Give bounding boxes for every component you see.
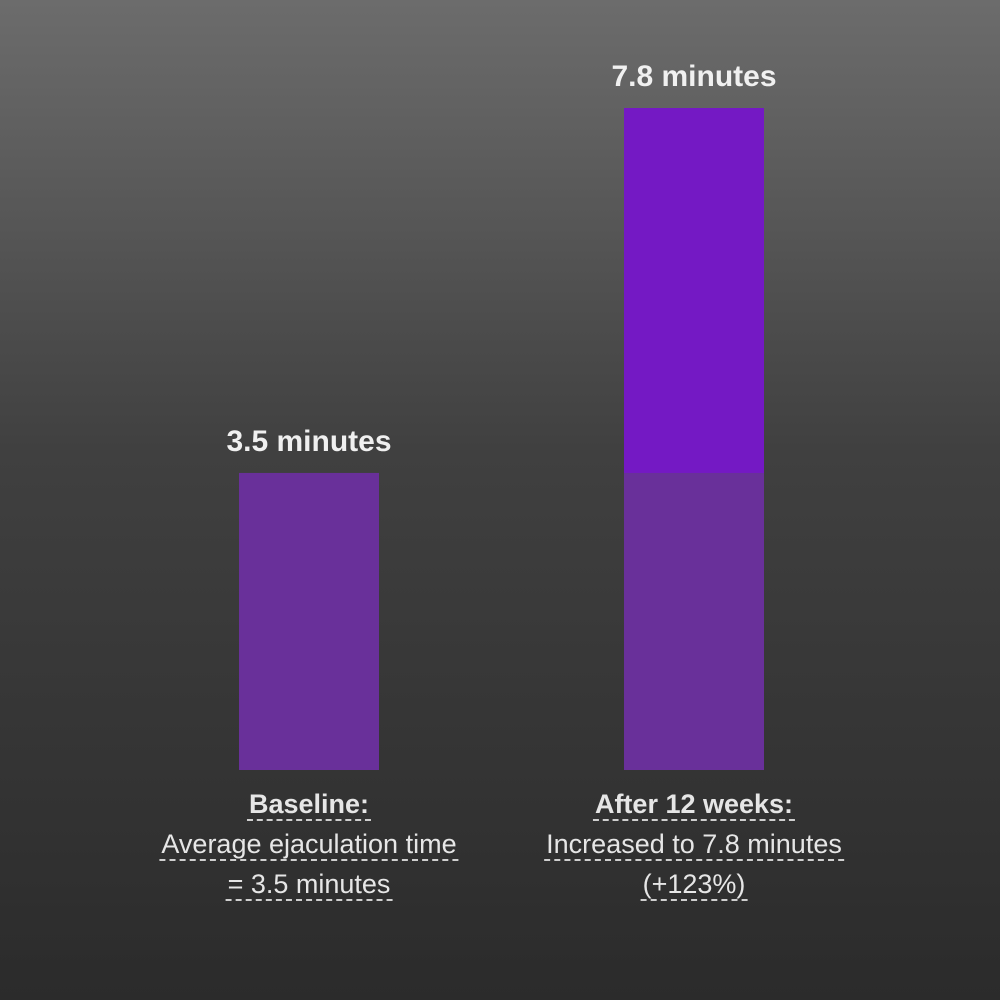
- description-text: Increased to 7.8 minutes: [544, 829, 844, 861]
- baseline-portion: [624, 472, 764, 770]
- description: = 3.5 minutes: [225, 864, 393, 904]
- category-label: After 12 weeks:: [592, 784, 796, 824]
- description-text: = 3.5 minutes: [225, 869, 393, 901]
- description: (+123%): [640, 864, 748, 904]
- category-label-text: Baseline:: [246, 789, 372, 821]
- description-text: Average ejaculation time: [159, 829, 459, 861]
- category-label-text: After 12 weeks:: [592, 789, 796, 821]
- value-label: 7.8 minutes: [611, 60, 777, 93]
- value-label: 3.5 minutes: [226, 424, 392, 458]
- description: Average ejaculation time: [159, 824, 459, 864]
- category-label: Baseline:: [246, 784, 372, 824]
- bar: [239, 472, 379, 770]
- description-text: (+123%): [640, 869, 748, 901]
- description: Increased to 7.8 minutes: [544, 824, 844, 864]
